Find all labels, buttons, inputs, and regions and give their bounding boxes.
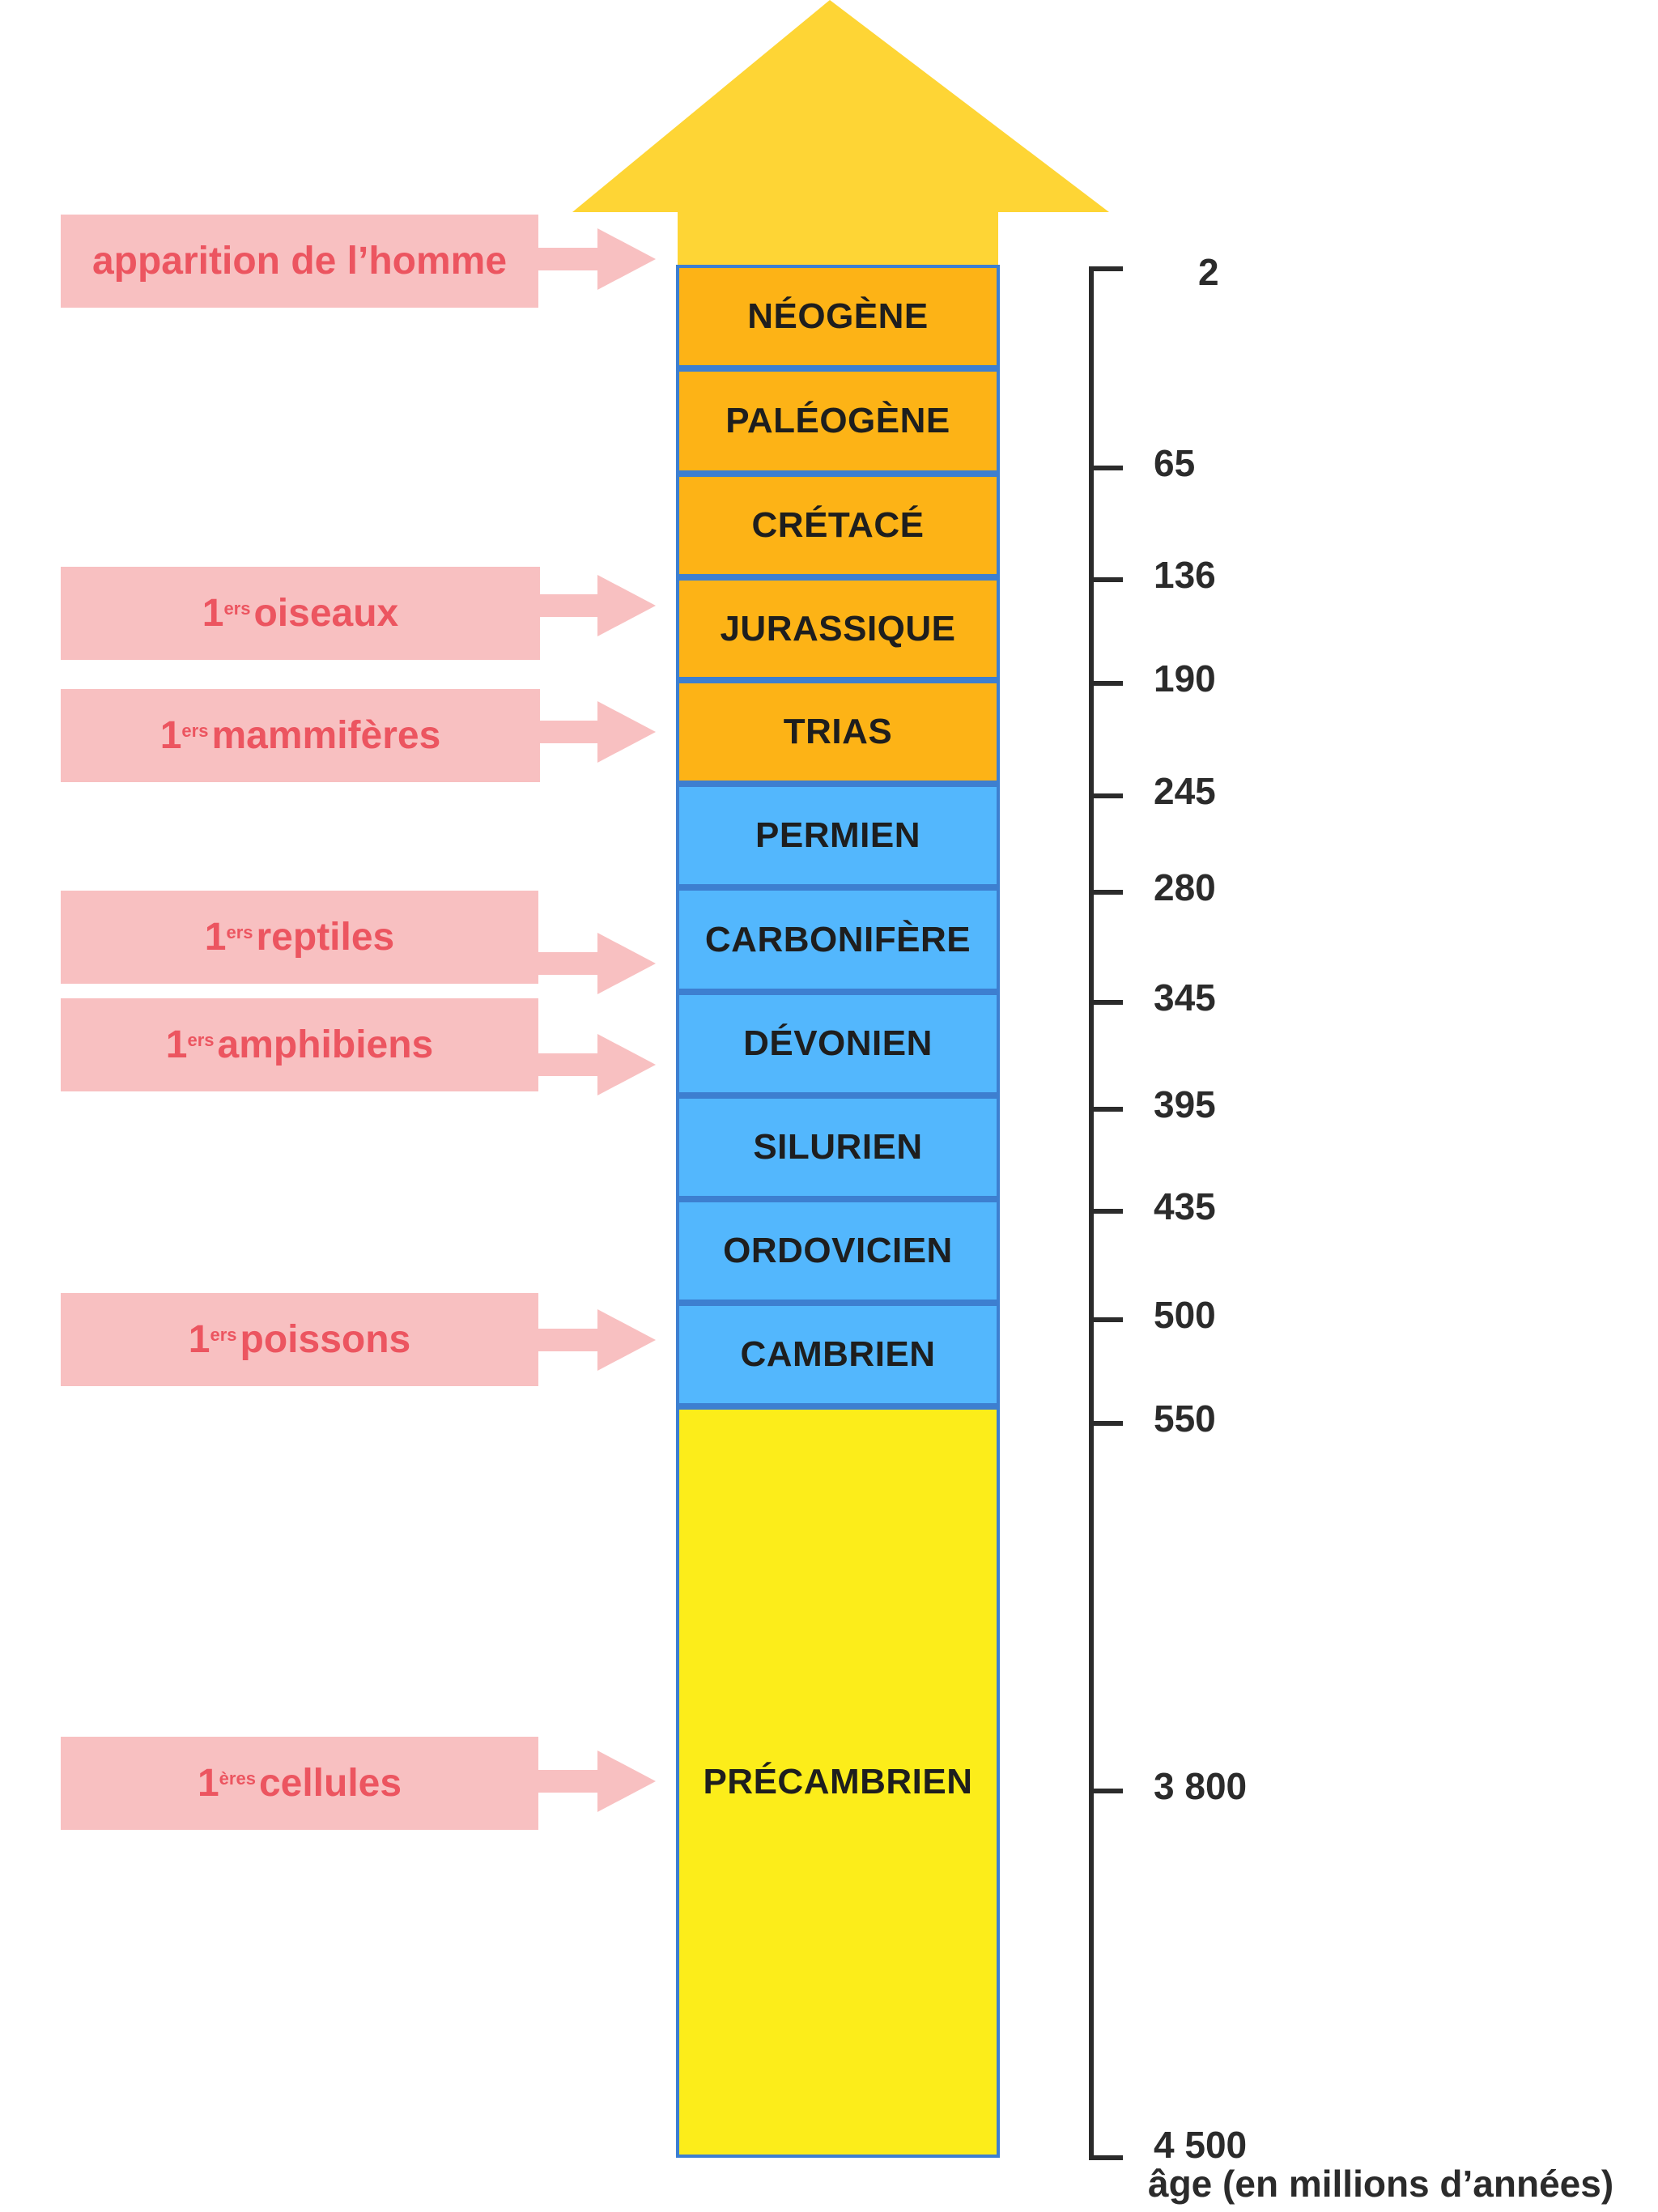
scale-tick-label: 245 bbox=[1154, 770, 1216, 812]
pointer-arrow-head-icon bbox=[597, 933, 656, 994]
event-text: mammifères bbox=[211, 714, 441, 757]
event-ordinal-suffix: ers bbox=[226, 921, 253, 942]
pointer-arrow-head-icon bbox=[597, 1750, 656, 1812]
scale-axis-line bbox=[1089, 269, 1094, 2160]
pointer-arrow-shaft bbox=[538, 1329, 599, 1351]
event-text: cellules bbox=[258, 1762, 402, 1805]
scale-tick-label: 435 bbox=[1154, 1185, 1216, 1227]
scale-tick bbox=[1089, 1107, 1123, 1112]
pointer-arrow-shaft bbox=[538, 1770, 599, 1793]
event-ordinal: 1 bbox=[159, 714, 182, 757]
scale-tick bbox=[1089, 681, 1123, 686]
period-crétacé: CRÉTACÉ bbox=[676, 474, 1000, 577]
scale-tick-label: 65 bbox=[1154, 442, 1196, 484]
scale-tick-label: 395 bbox=[1154, 1083, 1216, 1125]
scale-tick-label: 345 bbox=[1154, 976, 1216, 1019]
pointer-arrow-shaft bbox=[540, 594, 599, 617]
event-ordinal: 1 bbox=[165, 1023, 188, 1066]
event-text: oiseaux bbox=[253, 592, 399, 635]
pointer-arrow-head-icon bbox=[597, 575, 656, 636]
scale-tick bbox=[1089, 1789, 1123, 1793]
pointer-arrow-shaft bbox=[538, 952, 599, 975]
pointer-arrow-head-icon bbox=[597, 701, 656, 763]
scale-tick-label: 2 bbox=[1198, 251, 1219, 293]
scale-tick bbox=[1089, 266, 1123, 271]
scale-tick bbox=[1089, 1421, 1123, 1426]
period-silurien: SILURIEN bbox=[676, 1095, 1000, 1199]
scale-tick-label: 4 500 bbox=[1154, 2124, 1248, 2166]
pointer-arrow-shaft bbox=[538, 1053, 599, 1076]
scale-tick bbox=[1089, 2155, 1123, 2160]
event-ordinal: 1 bbox=[204, 916, 227, 959]
pointer-arrow-head-icon bbox=[597, 1034, 656, 1095]
event-ordinal: 1 bbox=[197, 1762, 219, 1805]
event-ordinal-suffix: ers bbox=[210, 1324, 237, 1345]
scale-tick-label: 136 bbox=[1154, 554, 1216, 596]
scale-tick bbox=[1089, 577, 1123, 582]
event-text: reptiles bbox=[256, 916, 395, 959]
pointer-arrow-head-icon bbox=[597, 1309, 656, 1371]
event-label: apparition de l’homme bbox=[61, 215, 538, 308]
pointer-arrow-head-icon bbox=[597, 228, 656, 290]
event-text: poissons bbox=[240, 1318, 411, 1361]
scale-tick-label: 3 800 bbox=[1154, 1765, 1248, 1807]
period-permien: PERMIEN bbox=[676, 784, 1000, 887]
period-néogène: NÉOGÈNE bbox=[676, 265, 1000, 368]
event-ordinal-suffix: ères bbox=[219, 1767, 256, 1789]
scale-tick-label: 500 bbox=[1154, 1294, 1216, 1336]
event-label: 1 ers amphibiens bbox=[61, 998, 538, 1091]
event-label: 1 ers poissons bbox=[61, 1293, 538, 1386]
scale-tick bbox=[1089, 793, 1123, 798]
event-ordinal-suffix: ers bbox=[223, 598, 251, 619]
scale-tick bbox=[1089, 1209, 1123, 1214]
period-ordovicien: ORDOVICIEN bbox=[676, 1199, 1000, 1303]
scale-tick-label: 280 bbox=[1154, 866, 1216, 908]
event-ordinal: 1 bbox=[188, 1318, 210, 1361]
scale-tick-label: 190 bbox=[1154, 657, 1216, 700]
period-carbonifère: CARBONIFÈRE bbox=[676, 887, 1000, 992]
scale-tick bbox=[1089, 1317, 1123, 1322]
event-text: amphibiens bbox=[217, 1023, 434, 1066]
scale-tick bbox=[1089, 1000, 1123, 1005]
period-précambrien: PRÉCAMBRIEN bbox=[676, 1406, 1000, 2158]
event-ordinal-suffix: ers bbox=[181, 720, 209, 741]
pointer-arrow-shaft bbox=[540, 721, 599, 743]
period-cambrien: CAMBRIEN bbox=[676, 1303, 1000, 1406]
period-dévonien: DÉVONIEN bbox=[676, 992, 1000, 1095]
period-trias: TRIAS bbox=[676, 680, 1000, 784]
period-paléogène: PALÉOGÈNE bbox=[676, 368, 1000, 474]
event-text: apparition de l’homme bbox=[91, 240, 508, 283]
event-label: 1 ers reptiles bbox=[61, 891, 538, 984]
event-ordinal: 1 bbox=[202, 592, 224, 635]
event-label: 1 ers mammifères bbox=[61, 689, 540, 782]
scale-tick bbox=[1089, 466, 1123, 470]
scale-tick-label: 550 bbox=[1154, 1397, 1216, 1440]
event-label: 1 ères cellules bbox=[61, 1737, 538, 1830]
pointer-arrow-shaft bbox=[538, 248, 599, 270]
scale-axis-caption: âge (en millions d’années) bbox=[1148, 2163, 1614, 2205]
scale-tick bbox=[1089, 890, 1123, 895]
event-label: 1 ers oiseaux bbox=[61, 567, 540, 660]
period-jurassique: JURASSIQUE bbox=[676, 577, 1000, 680]
event-ordinal-suffix: ers bbox=[187, 1029, 215, 1050]
